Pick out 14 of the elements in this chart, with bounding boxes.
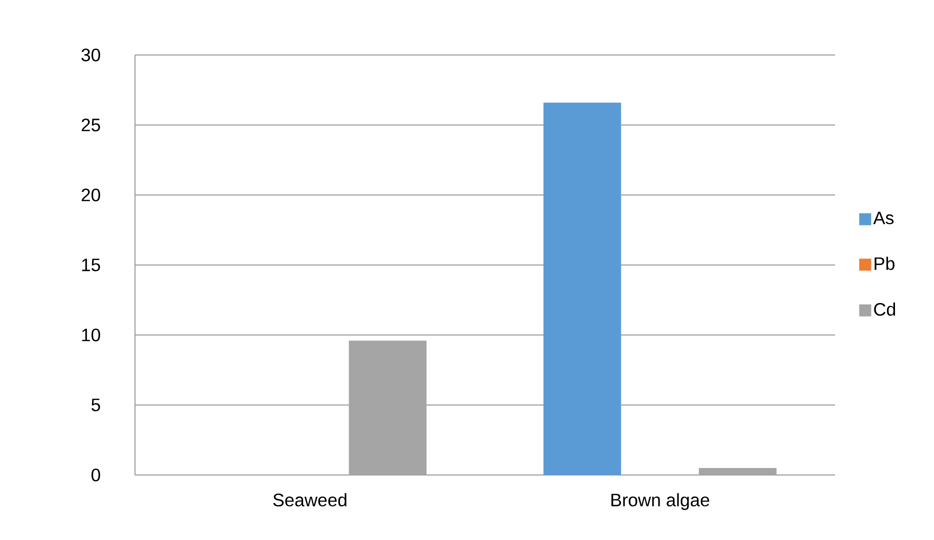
legend-label: Pb <box>874 256 894 270</box>
y-tick-label: 30 <box>81 48 100 62</box>
bar <box>698 468 777 475</box>
x-tick-label: Brown algae <box>611 493 710 510</box>
legend-label: As <box>873 212 894 224</box>
bar <box>543 102 622 475</box>
y-tick-label: 25 <box>82 118 100 132</box>
legend-label: Cd <box>874 302 896 316</box>
x-tick-label: Seaweed <box>273 493 346 506</box>
y-tick-label: 10 <box>82 328 100 342</box>
y-tick-label: 0 <box>92 468 100 482</box>
y-tick-label: 20 <box>82 188 100 202</box>
y-tick-label: 15 <box>82 258 100 272</box>
y-tick-label: 5 <box>92 398 100 412</box>
